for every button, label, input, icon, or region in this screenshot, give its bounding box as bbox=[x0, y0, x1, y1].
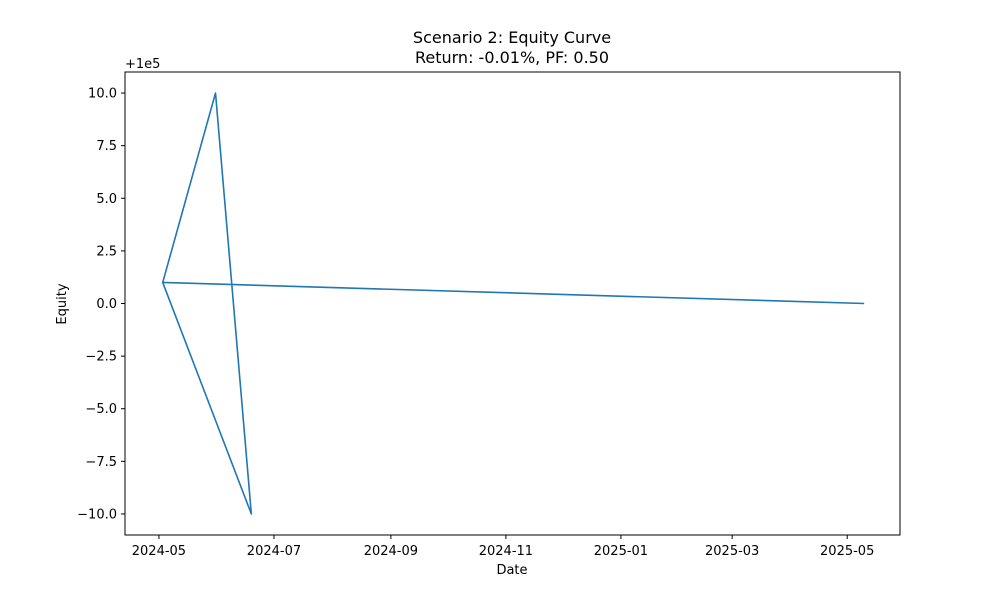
y-tick-label: 10.0 bbox=[88, 87, 117, 102]
plot-frame bbox=[124, 71, 901, 536]
x-tick-label: 2024-07 bbox=[247, 544, 301, 559]
y-tick-label: −10.0 bbox=[77, 507, 117, 522]
chart-title: Scenario 2: Equity Curve bbox=[413, 28, 611, 47]
x-tick-label: 2025-05 bbox=[820, 544, 874, 559]
chart-subtitle: Return: -0.01%, PF: 0.50 bbox=[415, 48, 609, 67]
y-offset-label: +1e5 bbox=[125, 57, 160, 72]
y-tick-label: −7.5 bbox=[85, 455, 117, 470]
x-axis-label: Date bbox=[496, 563, 527, 578]
y-tick-label: 2.5 bbox=[96, 244, 117, 259]
plot-area: 2024-05 2024-07 2024-09 2024-11 2025-01 2025-… bbox=[77, 71, 901, 559]
y-tick-label: −2.5 bbox=[85, 350, 117, 365]
y-axis-label: Equity bbox=[55, 283, 70, 324]
x-tick-label: 2025-01 bbox=[594, 544, 648, 559]
x-tick-label: 2024-11 bbox=[479, 544, 533, 559]
y-tick-label: 0.0 bbox=[96, 297, 117, 312]
equity-series-line-0 bbox=[161, 92, 865, 515]
x-tick-label: 2024-09 bbox=[364, 544, 418, 559]
x-tick-label: 2024-05 bbox=[132, 544, 186, 559]
y-tick-label: −5.0 bbox=[85, 402, 117, 417]
y-tick-label: 7.5 bbox=[96, 139, 117, 154]
y-tick-label: 5.0 bbox=[96, 192, 117, 207]
x-tick-label: 2025-03 bbox=[705, 544, 759, 559]
